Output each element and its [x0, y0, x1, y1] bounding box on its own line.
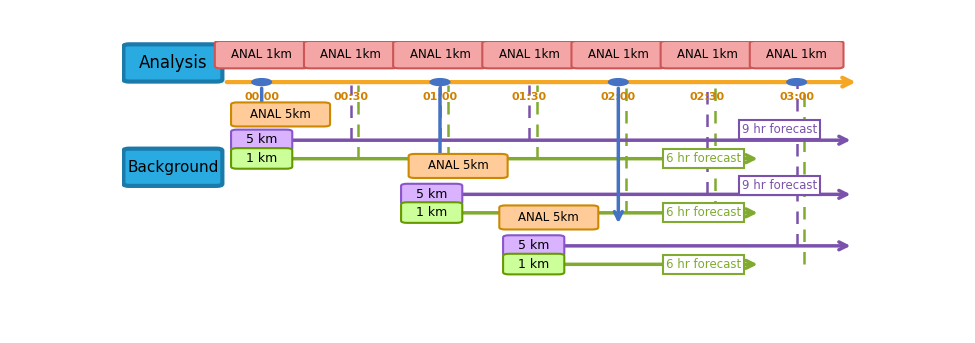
- FancyBboxPatch shape: [124, 44, 222, 82]
- Text: ANAL 1km: ANAL 1km: [588, 48, 648, 61]
- Text: ANAL 5km: ANAL 5km: [251, 108, 311, 121]
- FancyBboxPatch shape: [214, 41, 308, 68]
- Text: 00:30: 00:30: [333, 92, 369, 102]
- Text: 02:30: 02:30: [690, 92, 725, 102]
- Text: 6 hr forecast: 6 hr forecast: [666, 206, 741, 219]
- Text: ANAL 1km: ANAL 1km: [410, 48, 470, 61]
- FancyBboxPatch shape: [231, 103, 331, 127]
- Circle shape: [608, 79, 628, 85]
- FancyBboxPatch shape: [483, 41, 576, 68]
- FancyBboxPatch shape: [571, 41, 665, 68]
- Text: ANAL 1km: ANAL 1km: [499, 48, 560, 61]
- FancyBboxPatch shape: [499, 205, 599, 229]
- Text: 6 hr forecast: 6 hr forecast: [666, 152, 741, 165]
- Text: 5 km: 5 km: [246, 133, 277, 146]
- FancyBboxPatch shape: [503, 235, 565, 256]
- Text: 1 km: 1 km: [416, 206, 448, 219]
- FancyBboxPatch shape: [401, 202, 462, 223]
- Text: 1 km: 1 km: [518, 258, 549, 271]
- FancyBboxPatch shape: [409, 154, 508, 178]
- Text: 9 hr forecast: 9 hr forecast: [742, 179, 817, 192]
- Text: ANAL 1km: ANAL 1km: [766, 48, 827, 61]
- Text: 9 hr forecast: 9 hr forecast: [742, 123, 817, 136]
- Text: 6 hr forecast: 6 hr forecast: [666, 258, 741, 271]
- FancyBboxPatch shape: [231, 130, 292, 150]
- Text: 02:00: 02:00: [601, 92, 636, 102]
- Text: ANAL 1km: ANAL 1km: [231, 48, 292, 61]
- Text: 01:30: 01:30: [512, 92, 547, 102]
- Text: ANAL 1km: ANAL 1km: [321, 48, 381, 61]
- Text: 03:00: 03:00: [779, 92, 814, 102]
- Text: ANAL 5km: ANAL 5km: [519, 211, 579, 224]
- Text: 01:00: 01:00: [422, 92, 457, 102]
- Text: Background: Background: [127, 160, 218, 175]
- FancyBboxPatch shape: [393, 41, 487, 68]
- Text: 1 km: 1 km: [246, 152, 277, 165]
- Text: 5 km: 5 km: [416, 188, 448, 201]
- FancyBboxPatch shape: [401, 184, 462, 204]
- Circle shape: [252, 79, 271, 85]
- Circle shape: [787, 79, 806, 85]
- Text: 5 km: 5 km: [518, 239, 549, 252]
- FancyBboxPatch shape: [750, 41, 843, 68]
- FancyBboxPatch shape: [124, 149, 222, 186]
- Circle shape: [430, 79, 449, 85]
- FancyBboxPatch shape: [661, 41, 755, 68]
- FancyBboxPatch shape: [503, 254, 565, 274]
- Text: ANAL 1km: ANAL 1km: [677, 48, 738, 61]
- FancyBboxPatch shape: [231, 148, 292, 169]
- Text: ANAL 5km: ANAL 5km: [428, 159, 488, 173]
- Text: 00:00: 00:00: [244, 92, 279, 102]
- FancyBboxPatch shape: [304, 41, 398, 68]
- Text: Analysis: Analysis: [138, 54, 208, 72]
